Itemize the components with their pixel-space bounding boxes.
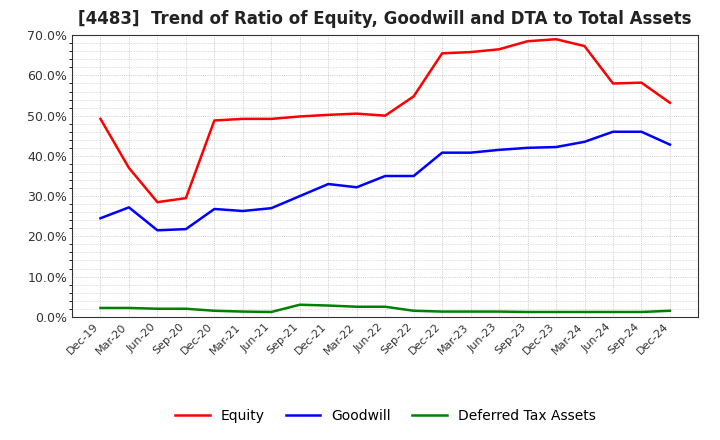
Line: Deferred Tax Assets: Deferred Tax Assets [101, 305, 670, 312]
Deferred Tax Assets [438, 309, 446, 314]
Goodwill [238, 209, 247, 214]
Deferred Tax Assets [96, 305, 105, 311]
Goodwill [552, 144, 560, 150]
Line: Equity: Equity [101, 39, 670, 202]
Deferred Tax Assets [125, 305, 133, 311]
Goodwill [637, 129, 646, 134]
Deferred Tax Assets [637, 309, 646, 315]
Equity [552, 37, 560, 42]
Goodwill [467, 150, 475, 155]
Equity [267, 116, 276, 121]
Deferred Tax Assets [324, 303, 333, 308]
Deferred Tax Assets [295, 302, 304, 308]
Equity [637, 80, 646, 85]
Goodwill [665, 142, 674, 147]
Goodwill [495, 147, 503, 153]
Goodwill [295, 194, 304, 199]
Goodwill [523, 145, 532, 150]
Equity [438, 51, 446, 56]
Goodwill [181, 227, 190, 232]
Deferred Tax Assets [608, 309, 617, 315]
Equity [467, 49, 475, 55]
Equity [96, 116, 105, 121]
Goodwill [267, 205, 276, 211]
Equity [495, 47, 503, 52]
Equity [181, 195, 190, 201]
Goodwill [153, 227, 162, 233]
Goodwill [608, 129, 617, 134]
Goodwill [352, 185, 361, 190]
Deferred Tax Assets [381, 304, 390, 309]
Goodwill [324, 181, 333, 187]
Goodwill [410, 173, 418, 179]
Deferred Tax Assets [665, 308, 674, 313]
Equity [352, 111, 361, 116]
Equity [295, 114, 304, 119]
Equity [153, 199, 162, 205]
Deferred Tax Assets [238, 309, 247, 314]
Equity [324, 112, 333, 117]
Deferred Tax Assets [352, 304, 361, 309]
Goodwill [210, 206, 219, 212]
Equity [523, 39, 532, 44]
Deferred Tax Assets [552, 309, 560, 315]
Equity [580, 44, 589, 49]
Title: [4483]  Trend of Ratio of Equity, Goodwill and DTA to Total Assets: [4483] Trend of Ratio of Equity, Goodwil… [78, 10, 692, 28]
Equity [410, 94, 418, 99]
Legend: Equity, Goodwill, Deferred Tax Assets: Equity, Goodwill, Deferred Tax Assets [169, 403, 601, 428]
Equity [210, 118, 219, 123]
Equity [238, 116, 247, 121]
Deferred Tax Assets [210, 308, 219, 313]
Deferred Tax Assets [467, 309, 475, 314]
Equity [608, 81, 617, 86]
Goodwill [125, 205, 133, 210]
Equity [125, 165, 133, 171]
Deferred Tax Assets [495, 309, 503, 314]
Deferred Tax Assets [153, 306, 162, 312]
Deferred Tax Assets [580, 309, 589, 315]
Goodwill [438, 150, 446, 155]
Deferred Tax Assets [523, 309, 532, 315]
Equity [665, 100, 674, 106]
Line: Goodwill: Goodwill [101, 132, 670, 230]
Equity [381, 113, 390, 118]
Deferred Tax Assets [410, 308, 418, 313]
Deferred Tax Assets [267, 309, 276, 315]
Goodwill [96, 216, 105, 221]
Goodwill [381, 173, 390, 179]
Deferred Tax Assets [181, 306, 190, 312]
Goodwill [580, 139, 589, 144]
